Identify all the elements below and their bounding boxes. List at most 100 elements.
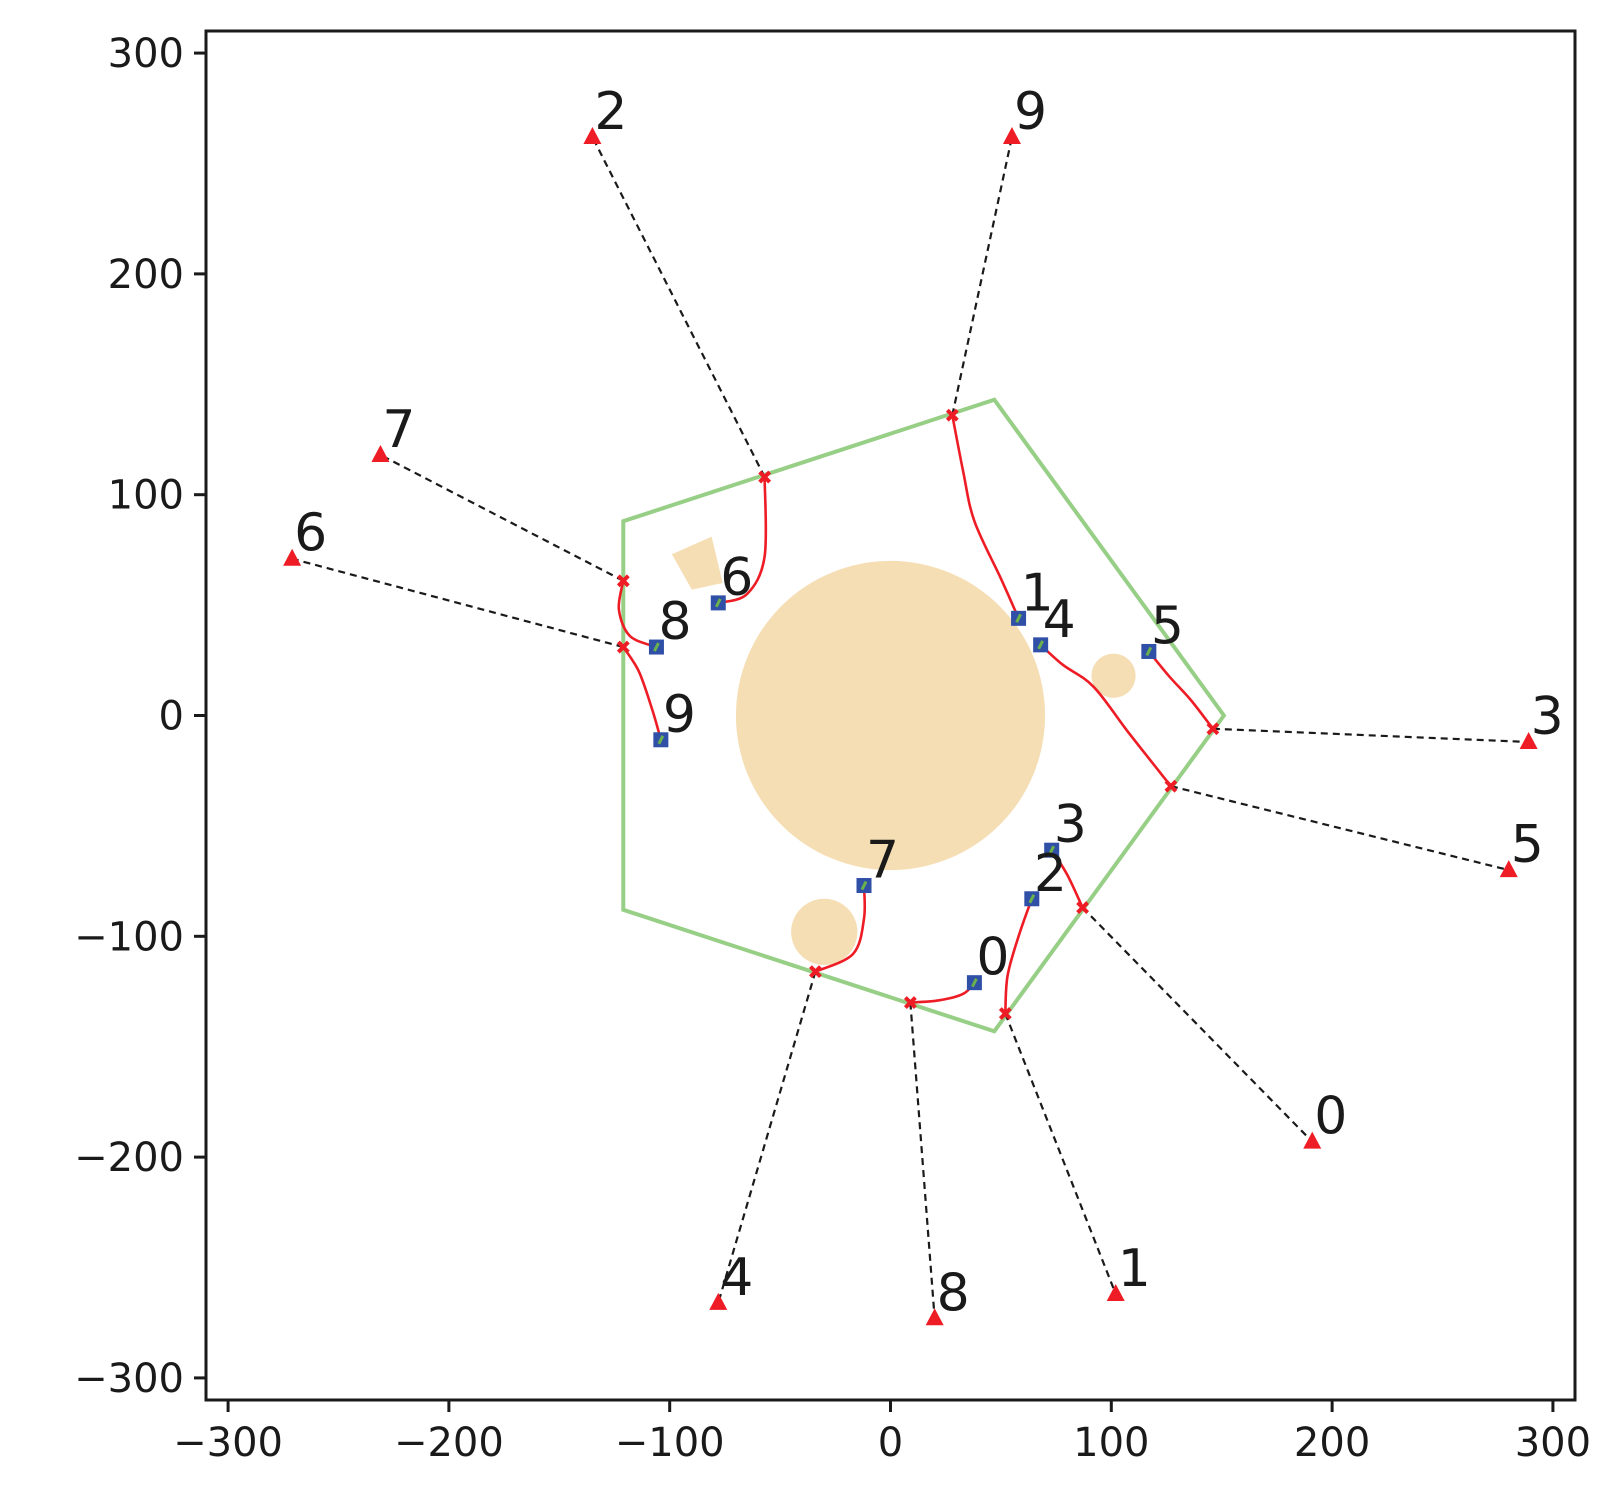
waypoint-x-stroke (1076, 901, 1090, 915)
start-heading (971, 978, 978, 988)
goal-label-2: 2 (594, 82, 627, 142)
waypoint-x-stroke (945, 408, 959, 422)
connector-line-1 (1004, 1013, 1117, 1295)
waypoint-x-stroke (998, 1007, 1012, 1021)
path-curve-8 (617, 580, 657, 649)
start-label-1: 1 (1021, 563, 1054, 623)
waypoint-x-stroke (758, 470, 772, 484)
path-curve-4 (1039, 643, 1172, 788)
start-heading (653, 642, 660, 652)
waypoint-marker-7 (616, 574, 630, 588)
x-tick-label: −100 (615, 1420, 725, 1466)
obstacles-layer (671, 536, 1136, 966)
waypoint-x-stroke (1206, 722, 1220, 736)
waypoint-marker-0 (1076, 901, 1090, 915)
connector-line-5 (1170, 785, 1510, 872)
waypoint-marker-5 (1164, 779, 1178, 793)
goal-marker-6 (283, 548, 302, 566)
obstacle-circle-1 (1091, 653, 1136, 698)
start-marker-5 (1141, 643, 1157, 659)
start-label-9: 9 (663, 685, 696, 745)
y-tick-label: −200 (74, 1135, 184, 1181)
path-curve-6 (717, 476, 768, 605)
goal-label-8: 8 (937, 1263, 970, 1323)
waypoint-marker-9 (945, 408, 959, 422)
goal-label-7: 7 (382, 400, 415, 460)
x-tick-label: −300 (173, 1420, 283, 1466)
x-tick-label: −200 (394, 1420, 504, 1466)
connector-line-7 (379, 453, 624, 582)
start-marker-7 (856, 878, 872, 894)
path-curve-9 (622, 646, 663, 741)
connector-line-3 (1212, 727, 1529, 744)
waypoint-x-stroke (616, 640, 630, 654)
axes-layer: −300 −200 −100 0 100 200 300−300−200−100010020… (74, 29, 1591, 1466)
goal-marker-3 (1519, 731, 1538, 749)
start-marker-6 (710, 595, 726, 611)
start-label-4: 4 (1043, 590, 1076, 650)
markers-layer (283, 126, 1538, 1326)
waypoint-x-stroke (809, 965, 822, 979)
boundary-layer (621, 397, 1227, 1034)
waypoint-marker-1 (998, 1007, 1012, 1021)
start-marker-8 (648, 639, 664, 655)
path-curve-0 (910, 981, 976, 1004)
start-marker-1 (1011, 610, 1027, 626)
start-label-8: 8 (658, 592, 691, 652)
goal-marker-0 (1303, 1131, 1322, 1149)
goal-marker-5 (1499, 860, 1518, 878)
start-heading (1048, 845, 1056, 855)
x-tick-label: 300 (1515, 1420, 1591, 1466)
goal-label-1: 1 (1118, 1239, 1151, 1299)
start-label-6: 6 (720, 548, 753, 608)
start-label-3: 3 (1054, 795, 1087, 855)
goal-marker-7 (371, 444, 390, 462)
x-tick-label: 200 (1294, 1420, 1370, 1466)
x-tick-label: 0 (878, 1420, 903, 1466)
obstacle-circle-2 (791, 898, 858, 966)
connector-line-9 (951, 136, 1014, 416)
start-marker-3 (1044, 842, 1060, 858)
start-heading (1015, 613, 1022, 624)
connector-line-4 (717, 971, 817, 1304)
goal-label-4: 4 (720, 1248, 753, 1308)
start-marker-4 (1033, 637, 1049, 653)
goal-marker-4 (709, 1292, 728, 1310)
connector-line-6 (291, 557, 624, 649)
start-marker-2 (1024, 891, 1040, 907)
connectors-layer (291, 136, 1529, 1319)
waypoint-marker-6 (616, 640, 630, 654)
y-tick-label: 300 (108, 31, 184, 77)
path-curve-1 (951, 414, 1020, 619)
obstacle-polygon-0 (671, 536, 723, 590)
goal-marker-8 (925, 1308, 944, 1326)
start-label-7: 7 (866, 831, 899, 891)
y-tick-label: 100 (108, 473, 184, 519)
start-heading (714, 598, 722, 608)
waypoint-x-stroke (1164, 779, 1178, 793)
y-tick-label: −300 (74, 1356, 184, 1402)
obstacle-circle-0 (735, 560, 1046, 871)
waypoint-marker-2 (758, 470, 772, 484)
start-label-2: 2 (1034, 844, 1067, 904)
waypoint-marker-8 (903, 996, 917, 1009)
connector-line-0 (1081, 906, 1314, 1143)
waypoint-marker-3 (1206, 722, 1220, 736)
path-curve-5 (1147, 650, 1214, 730)
goal-marker-2 (583, 126, 602, 144)
waypoint-x-stroke (903, 996, 917, 1009)
waypoint-marker-4 (809, 965, 822, 979)
connector-line-2 (591, 136, 766, 478)
x-tick-label: 100 (1073, 1420, 1149, 1466)
start-heading (860, 880, 868, 891)
connector-line-8 (909, 1002, 936, 1319)
y-tick-label: 0 (159, 694, 184, 740)
goal-label-9: 9 (1014, 82, 1047, 142)
start-marker-9 (653, 732, 669, 748)
goal-label-0: 0 (1314, 1087, 1347, 1147)
y-tick-label: 200 (108, 252, 184, 298)
start-heading (657, 735, 665, 745)
start-heading (1145, 646, 1153, 657)
